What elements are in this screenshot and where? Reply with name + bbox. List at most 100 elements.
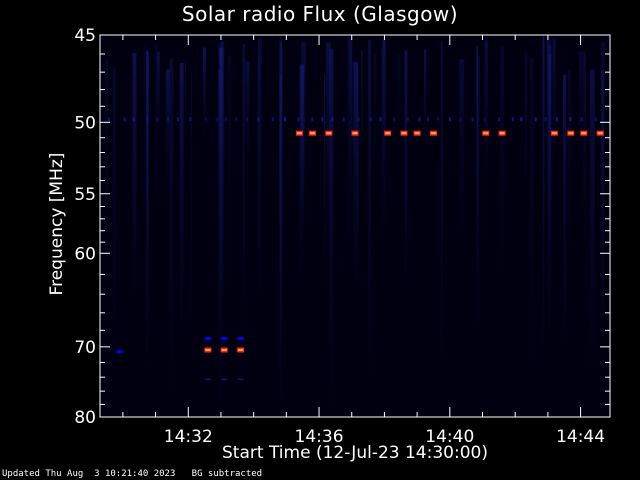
band-dash <box>167 117 169 122</box>
band-dash <box>123 117 126 122</box>
x-tick-label: 14:32 <box>164 427 213 447</box>
y-axis: 45 50 55 60 70 80 <box>74 26 610 428</box>
x-axis: 14:32 14:36 14:40 14:44 <box>122 35 605 447</box>
background-streak <box>217 70 222 417</box>
y-tick-label: 50 <box>74 113 96 133</box>
background-streak <box>279 74 282 399</box>
band-dash <box>257 117 260 122</box>
background-streak <box>578 51 583 158</box>
footer-status: Updated Thu Aug 3 10:21:40 2023 BG subtr… <box>2 469 262 479</box>
x-tick-label: 14:36 <box>295 427 344 447</box>
band-dash <box>108 117 110 122</box>
background-streak <box>301 42 306 226</box>
burst-mark-mid <box>116 350 123 354</box>
background-streak <box>347 35 351 301</box>
burst-mark-core <box>568 132 574 135</box>
chart-title: Solar radio Flux (Glasgow) <box>181 2 459 26</box>
band-dash <box>311 117 314 122</box>
band-dash <box>235 117 238 122</box>
background-streak <box>546 37 551 228</box>
band-dash <box>297 117 300 122</box>
background-streak <box>184 60 186 166</box>
background-streak <box>404 50 408 293</box>
burst-mark-core <box>221 349 227 351</box>
burst-mark-core <box>483 132 489 135</box>
y-axis-label: Frequency [MHz] <box>47 152 67 296</box>
background-streak <box>424 49 427 153</box>
background-streak <box>154 43 158 241</box>
background-streak <box>459 59 465 240</box>
burst-mark-core <box>414 132 420 135</box>
background-streak <box>440 41 443 418</box>
background-streak <box>228 55 231 235</box>
burst-mark-core <box>296 132 302 135</box>
burst-mark-core <box>401 132 407 135</box>
background-streak <box>382 40 386 238</box>
background-streak <box>105 58 108 271</box>
burst-mark-faint <box>204 378 211 381</box>
burst-mark-faint <box>221 378 228 381</box>
band-dash <box>418 117 421 122</box>
background-streak <box>166 69 170 158</box>
band-dash <box>379 117 382 122</box>
background-streak <box>353 62 358 280</box>
background-streak <box>132 53 137 300</box>
band-dash <box>342 117 345 122</box>
band-dash <box>204 117 207 122</box>
background-streak <box>112 68 116 402</box>
band-dash <box>437 117 440 122</box>
band-dash <box>321 117 324 122</box>
burst-mark-mid <box>221 337 228 341</box>
background-streak <box>242 44 245 345</box>
x-tick-label: 14:44 <box>556 427 605 447</box>
band-dash <box>544 117 547 122</box>
background-streak <box>329 48 334 408</box>
burst-mark-core <box>581 132 587 135</box>
background-streak <box>281 46 284 365</box>
background-streak <box>397 54 402 163</box>
background-streak <box>323 73 326 321</box>
background-streak <box>368 39 371 390</box>
burst-mark-core <box>551 132 557 135</box>
band-dash <box>580 117 583 122</box>
background-streak <box>524 52 528 212</box>
band-dash <box>393 117 396 122</box>
background-streaks <box>105 35 605 418</box>
background-streak <box>568 69 571 282</box>
y-tick-label: 80 <box>74 408 96 428</box>
burst-mark-core <box>352 132 358 135</box>
background-streak <box>325 42 331 249</box>
background-streak <box>258 37 262 307</box>
band-dash <box>177 117 179 122</box>
background-streak <box>202 47 206 135</box>
background-streak <box>143 42 146 214</box>
background-streak <box>349 39 353 193</box>
band-dash <box>471 117 474 122</box>
background-streak <box>245 61 250 165</box>
band-dash <box>224 117 227 122</box>
band-dash <box>215 117 218 122</box>
band-dash <box>271 117 274 122</box>
background-streak <box>381 47 383 236</box>
burst-mark-core <box>238 349 244 351</box>
background-streak <box>190 72 192 417</box>
background-streak <box>549 44 553 199</box>
y-tick-label: 60 <box>74 244 96 264</box>
burst-mark-core <box>385 132 391 135</box>
band-dash <box>534 117 537 122</box>
y-tick-label: 45 <box>74 26 96 46</box>
band-dash <box>594 117 597 122</box>
background-streak <box>583 52 586 282</box>
burst-mark-core <box>499 132 505 135</box>
band-dash <box>520 117 523 122</box>
band-dash <box>369 117 372 122</box>
background-streak <box>169 58 174 417</box>
burst-mark-core <box>326 132 332 135</box>
background-streak <box>601 41 605 325</box>
background-streak <box>146 52 149 334</box>
band-dash <box>459 117 462 122</box>
burst-mark-mid <box>237 337 244 341</box>
background-streak <box>374 53 376 181</box>
band-dash <box>427 117 429 122</box>
footer-updated: Updated Thu Aug 3 10:21:40 2023 <box>2 469 176 479</box>
